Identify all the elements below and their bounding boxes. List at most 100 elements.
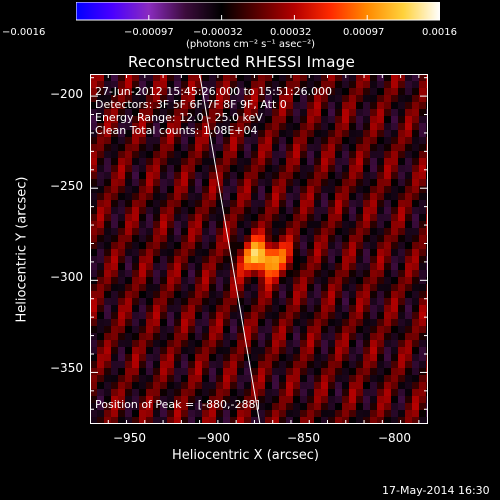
image-pixel [237,291,245,299]
image-pixel [174,214,182,222]
image-pixel [321,109,329,117]
image-pixel [370,137,378,145]
image-pixel [97,137,105,145]
image-pixel [258,319,266,327]
image-pixel [97,95,105,103]
image-pixel [272,291,280,299]
image-pixel [349,74,357,82]
image-pixel [300,109,308,117]
image-pixel [321,207,329,215]
image-pixel [377,116,385,124]
image-pixel [153,81,161,89]
image-pixel [405,151,413,159]
image-pixel [139,88,147,96]
image-pixel [419,361,427,369]
image-pixel [349,340,357,348]
image-pixel [167,417,175,424]
image-pixel [202,95,210,103]
image-pixel [265,312,273,320]
image-pixel [237,284,245,292]
image-pixel [419,200,427,208]
image-pixel [230,284,238,292]
image-pixel [321,270,329,278]
image-pixel [314,382,322,390]
image-pixel [342,186,350,194]
image-pixel [139,417,147,424]
image-pixel [202,277,210,285]
image-pixel [272,368,280,376]
image-pixel [293,389,301,397]
image-pixel [258,375,266,383]
image-pixel [90,88,98,96]
image-pixel [370,109,378,117]
image-pixel [111,102,119,110]
image-pixel [174,116,182,124]
image-pixel [335,305,343,313]
image-pixel [384,389,392,397]
image-pixel [363,263,371,271]
image-pixel [202,396,210,404]
image-pixel [216,361,224,369]
image-pixel [258,305,266,313]
image-pixel [405,95,413,103]
image-pixel [202,291,210,299]
image-pixel [391,249,399,257]
image-pixel [265,200,273,208]
image-pixel [146,410,154,418]
image-pixel [391,389,399,397]
image-pixel [237,116,245,124]
image-pixel [209,305,217,313]
info-line-energy: Energy Range: 12.0 - 25.0 keV [95,111,263,124]
image-pixel [125,277,133,285]
image-pixel [174,396,182,404]
image-pixel [188,312,196,320]
image-pixel [272,242,280,250]
image-pixel [370,284,378,292]
image-pixel [363,221,371,229]
image-pixel [412,235,420,243]
image-pixel [328,326,336,334]
image-pixel [377,270,385,278]
image-pixel [286,130,294,138]
image-pixel [419,235,427,243]
image-pixel [293,319,301,327]
image-pixel [97,116,105,124]
image-pixel [125,333,133,341]
image-pixel [363,382,371,390]
image-pixel [202,74,210,82]
plot-title: Reconstructed RHESSI Image [128,53,356,71]
image-pixel [370,270,378,278]
image-pixel [125,368,133,376]
image-pixel [139,193,147,201]
image-pixel [216,116,224,124]
image-pixel [384,375,392,383]
image-pixel [398,284,406,292]
image-pixel [342,326,350,334]
image-pixel [97,417,105,424]
image-pixel [419,319,427,327]
image-pixel [181,116,189,124]
image-pixel [132,102,140,110]
image-pixel [328,102,336,110]
image-pixel [314,256,322,264]
image-pixel [321,137,329,145]
image-pixel [244,403,252,411]
image-pixel [258,74,266,82]
image-pixel [293,95,301,103]
image-pixel [307,291,315,299]
image-pixel [321,242,329,250]
image-pixel [272,361,280,369]
image-pixel [132,88,140,96]
image-pixel [258,95,266,103]
image-pixel [279,95,287,103]
image-pixel [244,319,252,327]
image-pixel [356,123,364,131]
image-pixel [405,235,413,243]
image-pixel [111,186,119,194]
image-pixel [160,221,168,229]
image-pixel [118,256,126,264]
image-pixels [90,74,428,424]
image-pixel [230,298,238,306]
image-pixel [321,396,329,404]
image-pixel [118,368,126,376]
